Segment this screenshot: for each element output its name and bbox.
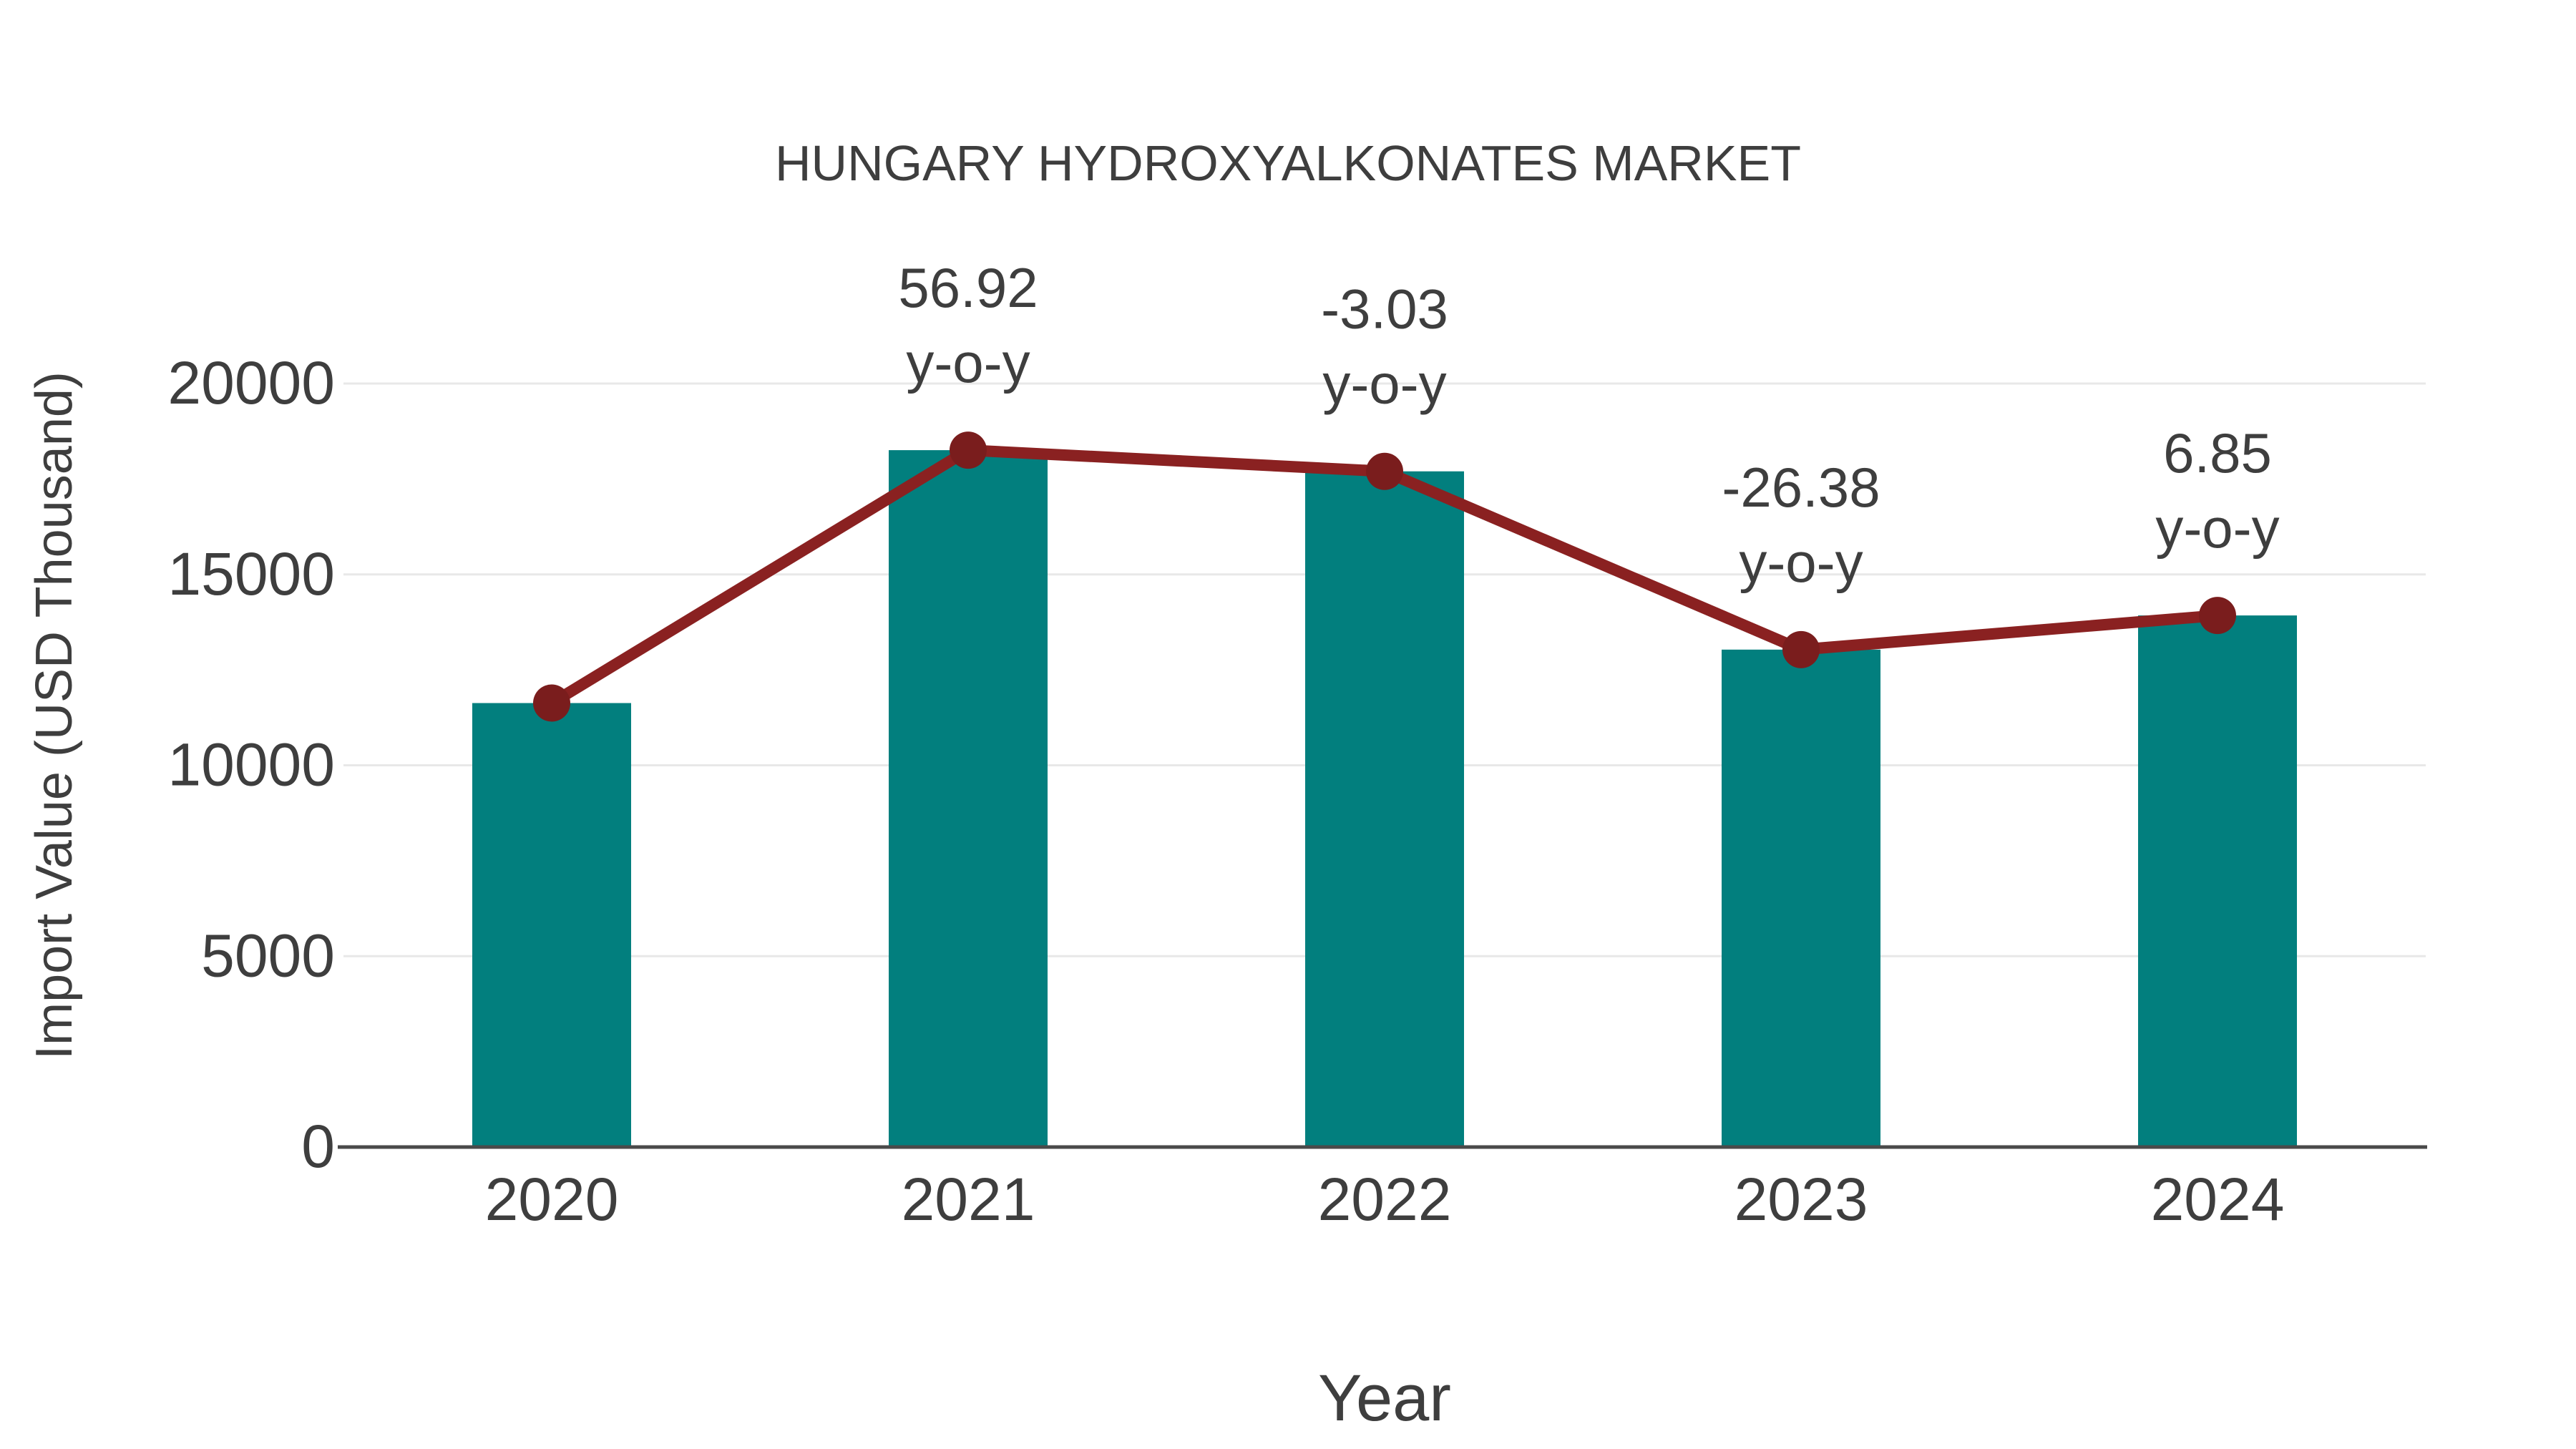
data-point-marker [533,684,570,722]
x-tick-label: 2024 [2151,1166,2285,1233]
bar-series [472,450,2297,1147]
data-point-marker [1782,630,1820,668]
chart-title: HUNGARY HYDROXYALKONATES MARKET [775,135,1801,191]
yoy-suffix-label: y-o-y [2155,497,2279,560]
x-tick-label: 2022 [1318,1166,1452,1233]
yoy-suffix-label: y-o-y [1739,531,1863,594]
yoy-value-label: 56.92 [898,256,1038,319]
x-axis-title: Year [1318,1362,1451,1435]
y-tick-label: 20000 [167,349,335,416]
x-tick-label: 2021 [902,1166,1035,1233]
yoy-suffix-label: y-o-y [906,331,1030,394]
y-tick-label: 0 [301,1113,335,1180]
data-point-marker [950,431,987,469]
data-point-marker [2199,597,2236,635]
x-axis-tick-labels: 2020 2021 2022 2023 2024 [485,1166,2285,1233]
y-tick-label: 5000 [201,922,335,989]
yoy-value-label: -26.38 [1722,456,1880,519]
trend-line-series [533,431,2236,722]
x-tick-label: 2020 [485,1166,619,1233]
yoy-annotations: 56.92 y-o-y -3.03 y-o-y -26.38 y-o-y 6.85 y-o-y [898,256,2279,594]
bar [2138,615,2297,1147]
x-tick-label: 2023 [1735,1166,1868,1233]
bar [472,703,631,1147]
y-tick-label: 10000 [167,731,335,799]
y-axis-title: Import Value (USD Thousand) [26,371,83,1060]
y-tick-label: 15000 [167,540,335,608]
bar [889,450,1048,1147]
yoy-suffix-label: y-o-y [1322,353,1446,416]
yoy-value-label: 6.85 [2163,421,2272,484]
y-axis-tick-labels: 0 5000 10000 15000 20000 [167,349,335,1180]
yoy-value-label: -3.03 [1321,278,1448,341]
data-point-marker [1366,452,1403,490]
bar [1305,471,1464,1147]
bar [1722,649,1880,1147]
